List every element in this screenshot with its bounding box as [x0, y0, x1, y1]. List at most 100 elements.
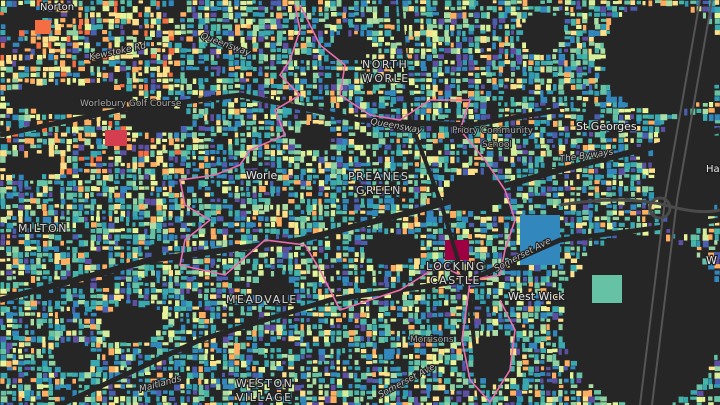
building: [222, 102, 228, 107]
building: [642, 120, 649, 125]
building: [246, 330, 252, 335]
building: [396, 228, 402, 235]
building: [294, 162, 300, 170]
building: [360, 78, 365, 84]
building: [390, 36, 394, 40]
building: [612, 216, 620, 221]
building: [180, 330, 186, 334]
building: [73, 312, 80, 319]
building: [534, 102, 539, 108]
building: [342, 348, 346, 354]
building: [558, 318, 564, 322]
building: [487, 276, 494, 281]
building: [156, 300, 163, 305]
building: [348, 162, 354, 167]
building: [162, 43, 170, 48]
building: [246, 126, 251, 131]
building: [12, 228, 17, 234]
building: [582, 108, 586, 113]
building: [54, 204, 60, 208]
building: [373, 18, 380, 24]
building: [234, 156, 238, 160]
building: [594, 120, 599, 127]
building: [192, 312, 197, 320]
building: [108, 246, 114, 251]
building: [522, 6, 530, 10]
building: [516, 288, 523, 295]
building: [60, 378, 64, 385]
building: [336, 90, 341, 96]
building: [517, 144, 522, 149]
building: [564, 204, 569, 210]
building: [108, 204, 115, 211]
building: [354, 18, 362, 22]
building: [126, 222, 130, 226]
building: [18, 282, 26, 286]
building: [282, 210, 288, 218]
building: [48, 150, 55, 157]
building: [576, 186, 582, 191]
building: [534, 126, 538, 130]
building: [582, 0, 587, 7]
building: [516, 216, 523, 224]
building: [450, 168, 458, 173]
building: [102, 186, 109, 193]
building: [204, 186, 211, 191]
building: [288, 120, 292, 128]
building: [246, 72, 252, 77]
building: [540, 132, 544, 140]
building: [576, 36, 580, 44]
building: [324, 336, 329, 343]
building: [516, 18, 521, 26]
building: [354, 126, 360, 130]
building: [486, 66, 491, 73]
building: [438, 288, 444, 294]
building: [222, 108, 226, 114]
building: [168, 90, 174, 96]
building: [594, 216, 600, 222]
building: [60, 276, 67, 280]
building: [222, 240, 228, 247]
building: [564, 240, 571, 245]
building: [228, 204, 233, 210]
building: [534, 312, 539, 319]
building: [558, 90, 565, 95]
building: [48, 42, 52, 49]
building: [120, 60, 126, 66]
building: [312, 228, 319, 235]
building: [228, 126, 235, 131]
building: [564, 108, 570, 112]
building: [42, 366, 49, 372]
building: [553, 204, 557, 208]
building: [168, 366, 173, 371]
building: [282, 264, 286, 272]
building: [48, 306, 53, 313]
building: [480, 96, 487, 103]
building: [534, 288, 541, 294]
building: [354, 282, 358, 289]
building: [24, 324, 29, 329]
building: [55, 300, 60, 307]
building: [6, 252, 12, 256]
building: [444, 234, 450, 241]
building: [426, 360, 433, 365]
building: [438, 192, 444, 197]
building: [444, 180, 450, 187]
building: [211, 102, 215, 109]
building: [78, 48, 82, 52]
building: [360, 289, 368, 293]
building: [438, 211, 444, 216]
building: [36, 66, 41, 71]
building: [0, 6, 7, 13]
building: [390, 78, 398, 86]
building: [421, 66, 427, 71]
building: [480, 228, 488, 233]
building: [342, 60, 349, 64]
building: [42, 210, 48, 216]
building: [342, 288, 350, 295]
building: [6, 55, 12, 62]
building: [216, 90, 221, 98]
building: [222, 66, 226, 74]
building: [330, 186, 336, 190]
building: [475, 84, 479, 90]
